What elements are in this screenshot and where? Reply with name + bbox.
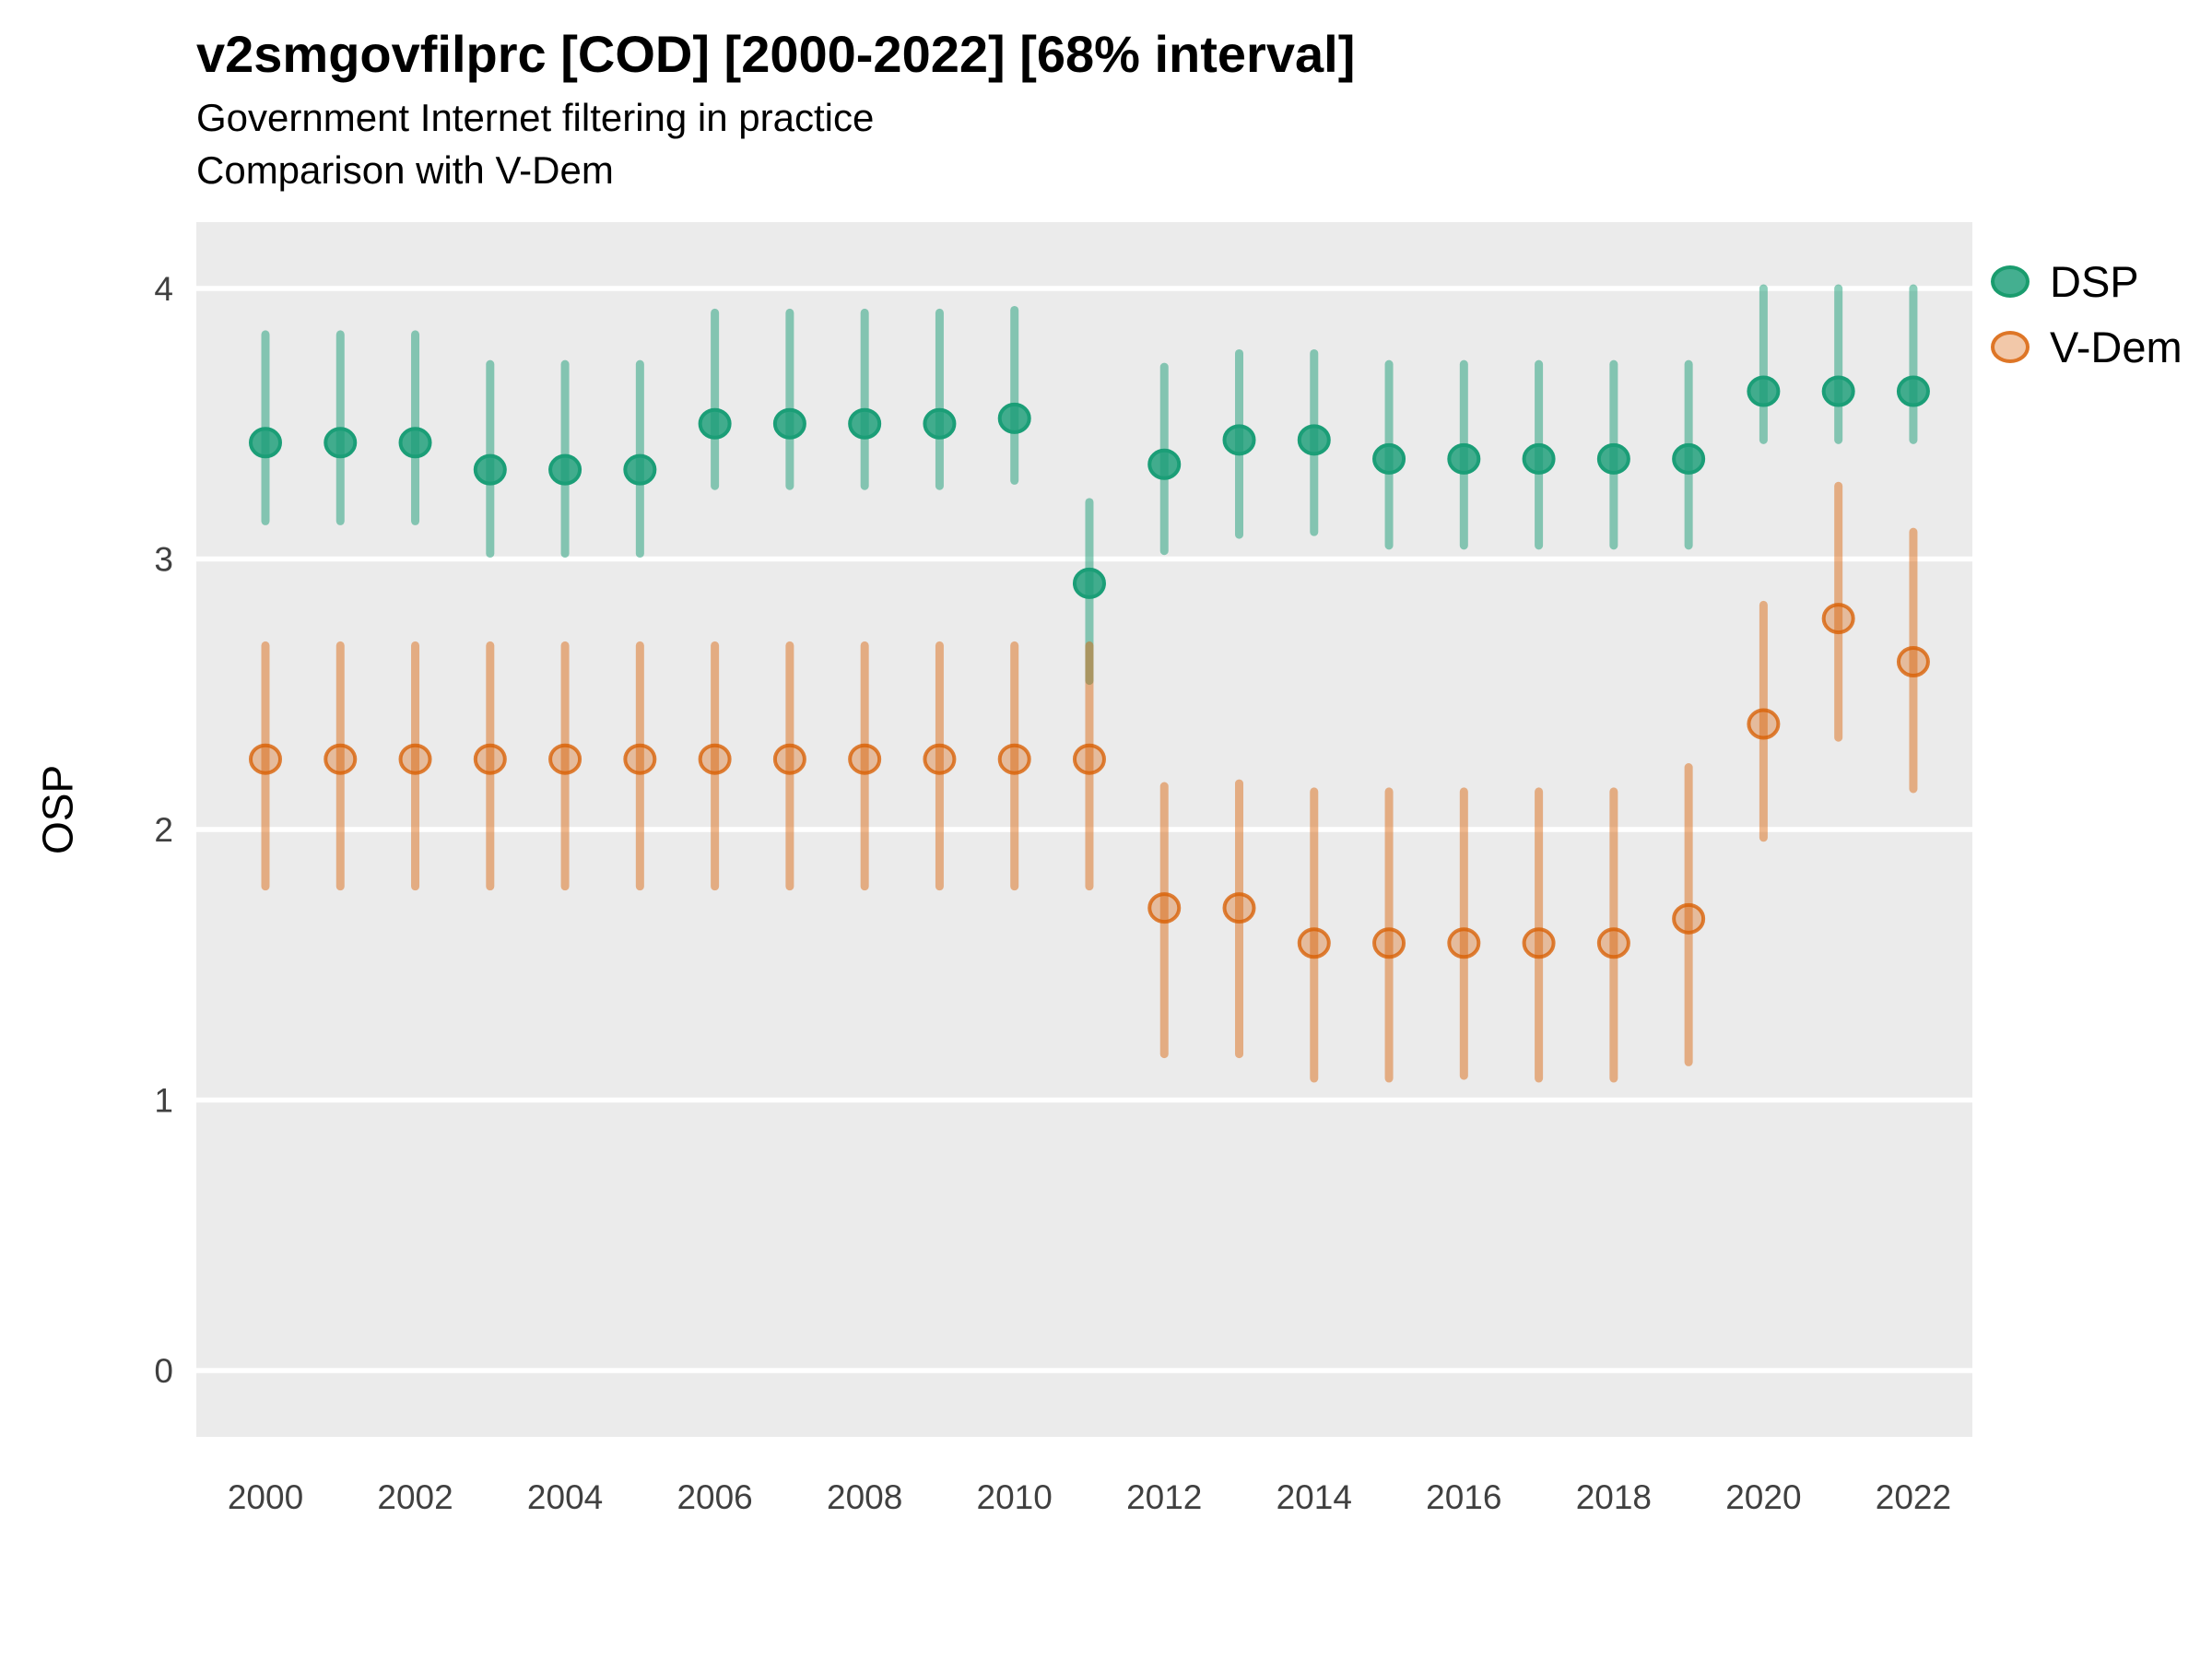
point-estimate bbox=[772, 743, 806, 775]
x-tick-label: 2006 bbox=[677, 1478, 752, 1516]
point-estimate bbox=[923, 743, 957, 775]
point-estimate bbox=[398, 743, 432, 775]
point-estimate bbox=[1297, 424, 1331, 456]
point-estimate bbox=[1821, 603, 1855, 635]
point-estimate bbox=[1447, 927, 1481, 959]
point-estimate bbox=[1522, 442, 1556, 475]
series-dsp bbox=[249, 284, 1930, 686]
point-estimate bbox=[1747, 708, 1781, 740]
point-estimate bbox=[623, 453, 657, 486]
point-estimate bbox=[1596, 927, 1630, 959]
point-estimate bbox=[1147, 448, 1182, 480]
chart-title: v2smgovfilprc [COD] [2000-2022] [68% int… bbox=[196, 25, 1356, 83]
point-estimate bbox=[473, 453, 507, 486]
point-estimate bbox=[1522, 927, 1556, 959]
point-estimate bbox=[1447, 442, 1481, 475]
point-estimate bbox=[398, 427, 432, 459]
point-estimate bbox=[1596, 442, 1630, 475]
point-estimate bbox=[1222, 892, 1256, 924]
y-tick-label: 2 bbox=[154, 811, 173, 849]
y-tick-label: 1 bbox=[154, 1082, 173, 1120]
y-tick-label: 3 bbox=[154, 541, 173, 579]
x-tick-label: 2022 bbox=[1876, 1478, 1951, 1516]
y-tick-label: 4 bbox=[154, 270, 173, 308]
point-estimate bbox=[1747, 375, 1781, 407]
x-tick-label: 2014 bbox=[1277, 1478, 1352, 1516]
point-estimate bbox=[324, 743, 358, 775]
x-tick-label: 2012 bbox=[1126, 1478, 1202, 1516]
legend-label-dsp: DSP bbox=[2050, 257, 2139, 306]
legend-label-vdem: V-Dem bbox=[2050, 323, 2183, 371]
point-estimate bbox=[1072, 743, 1106, 775]
point-estimate bbox=[1821, 375, 1855, 407]
x-tick-label: 2004 bbox=[527, 1478, 603, 1516]
x-tick-label: 2018 bbox=[1576, 1478, 1652, 1516]
x-tick-label: 2000 bbox=[228, 1478, 303, 1516]
point-estimate bbox=[1072, 567, 1106, 599]
point-estimate bbox=[772, 407, 806, 440]
legend-key-dsp-icon bbox=[1991, 265, 2030, 298]
series-vdem bbox=[249, 481, 1930, 1083]
point-estimate bbox=[1372, 927, 1406, 959]
point-estimate bbox=[249, 743, 282, 775]
point-estimate bbox=[997, 402, 1031, 434]
point-estimate bbox=[1896, 375, 1930, 407]
point-estimate bbox=[1372, 442, 1406, 475]
point-estimate bbox=[1147, 892, 1182, 924]
point-estimate bbox=[548, 453, 582, 486]
point-estimate bbox=[1672, 442, 1706, 475]
x-tick-label: 2016 bbox=[1426, 1478, 1501, 1516]
x-tick-label: 2002 bbox=[377, 1478, 453, 1516]
legend-item-vdem: V-Dem bbox=[1991, 322, 2183, 372]
point-estimate bbox=[1297, 927, 1331, 959]
point-estimate bbox=[473, 743, 507, 775]
point-estimate bbox=[1222, 424, 1256, 456]
chart-subtitle-line1: Government Internet filtering in practic… bbox=[196, 96, 875, 139]
point-estimate bbox=[848, 407, 882, 440]
legend: DSP V-Dem bbox=[1991, 256, 2183, 387]
point-estimate bbox=[548, 743, 582, 775]
x-tick-label: 2020 bbox=[1725, 1478, 1801, 1516]
y-axis-title: OSP bbox=[33, 764, 82, 854]
x-tick-label: 2010 bbox=[977, 1478, 1053, 1516]
point-estimate bbox=[698, 743, 732, 775]
point-estimate bbox=[324, 427, 358, 459]
y-tick-label: 0 bbox=[154, 1352, 173, 1390]
x-tick-label: 2008 bbox=[827, 1478, 902, 1516]
point-estimate bbox=[249, 427, 282, 459]
y-axis-tick-labels: 0 1 2 3 4 bbox=[154, 270, 173, 1390]
point-estimate bbox=[698, 407, 732, 440]
legend-key-vdem-icon bbox=[1991, 331, 2030, 363]
point-estimate bbox=[848, 743, 882, 775]
gridlines bbox=[196, 286, 1972, 1373]
chart-subtitle-line2: Comparison with V-Dem bbox=[196, 148, 614, 192]
point-estimate bbox=[1896, 646, 1930, 678]
x-axis-tick-labels: 2000 2002 2004 2006 2008 2010 2012 2014 2016 2018… bbox=[228, 1478, 1951, 1516]
point-estimate bbox=[923, 407, 957, 440]
point-estimate bbox=[997, 743, 1031, 775]
point-estimate bbox=[623, 743, 657, 775]
legend-item-dsp: DSP bbox=[1991, 256, 2183, 307]
point-estimate bbox=[1672, 902, 1706, 935]
